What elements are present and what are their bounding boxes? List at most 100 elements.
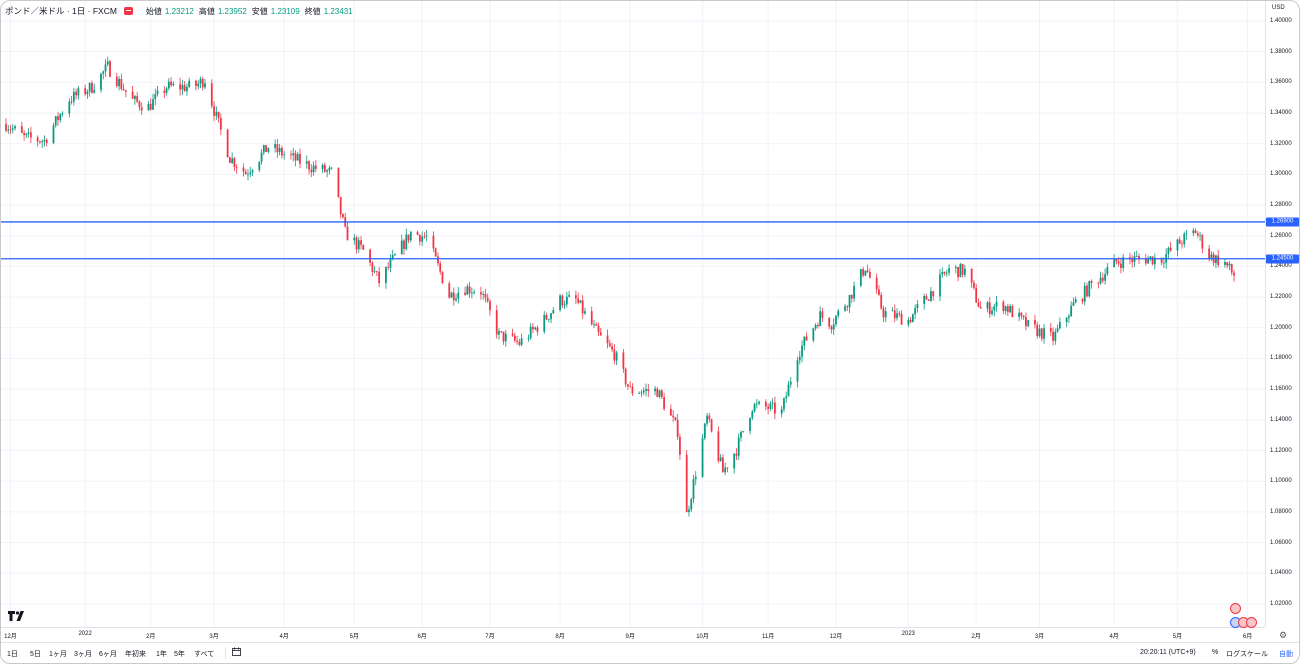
candle	[344, 212, 347, 228]
economic-event-icon[interactable]	[1246, 617, 1257, 628]
price-tick-label: 1.20000	[1270, 324, 1292, 331]
auto-scale-toggle[interactable]: 自動	[1279, 651, 1293, 658]
symbol-legend[interactable]: ポンド／米ドル · 1日 · FXCM 始値 1.23212 高値 1.23952 …	[5, 4, 353, 18]
candle	[658, 389, 661, 399]
horizontal-line-price-label[interactable]: 1.24500	[1266, 254, 1299, 264]
candle	[425, 229, 428, 242]
percent-scale-toggle[interactable]: %	[1212, 649, 1219, 656]
candle	[57, 112, 59, 126]
candle	[502, 331, 505, 345]
candle	[801, 340, 803, 363]
candle	[403, 238, 405, 255]
candle	[1201, 233, 1204, 254]
range-5y-button[interactable]: 5年	[174, 651, 185, 658]
candle	[484, 289, 487, 303]
candle	[14, 124, 16, 131]
candle	[878, 285, 880, 296]
candle	[371, 261, 374, 276]
currency-label[interactable]: USD	[1272, 5, 1285, 11]
price-tick-label: 1.24000	[1270, 263, 1292, 270]
candle	[672, 409, 675, 422]
candle	[258, 161, 261, 172]
log-scale-toggle[interactable]: ログスケール	[1226, 651, 1268, 658]
range-6m-button[interactable]: 6ヶ月	[99, 651, 117, 658]
candle	[441, 271, 444, 284]
candle	[977, 298, 980, 308]
candle	[758, 400, 760, 406]
candle	[599, 328, 602, 336]
candle	[911, 313, 914, 323]
candle	[527, 334, 530, 342]
time-tick-label: 4月	[279, 634, 289, 640]
candle	[925, 293, 928, 300]
candle	[299, 148, 301, 169]
horizontal-line-price-label[interactable]: 1.26900	[1266, 217, 1299, 227]
candle	[228, 156, 231, 163]
range-1m-button[interactable]: 1ヶ月	[49, 651, 67, 658]
economic-event-icon[interactable]	[1230, 603, 1241, 614]
candle	[1009, 303, 1012, 313]
time-axis[interactable]: 12月 2022 2月 3月 4月 5月 6月 7月 8月 9月 10月 11月 12月 2023 2月 3月…	[1, 627, 1265, 642]
candle	[703, 422, 706, 441]
candle	[516, 335, 519, 345]
price-tick-label: 1.22000	[1270, 294, 1292, 301]
candle	[136, 91, 139, 104]
candle	[118, 75, 120, 91]
candle	[138, 100, 141, 111]
candle	[1099, 271, 1102, 285]
candle	[104, 59, 107, 77]
range-1d-button[interactable]: 1日	[7, 651, 18, 658]
range-all-button[interactable]: すべて	[194, 651, 215, 658]
price-tick-label: 1.30000	[1270, 171, 1292, 178]
candle	[769, 400, 772, 412]
time-tick-label: 11月	[762, 634, 775, 640]
range-3m-button[interactable]: 3ヶ月	[74, 651, 92, 658]
candle	[742, 431, 745, 433]
candle	[973, 279, 975, 290]
candle	[733, 452, 736, 474]
candle	[54, 115, 57, 128]
candle	[373, 266, 376, 274]
candle	[400, 234, 403, 255]
clock-timezone[interactable]: 20:20:11 (UTC+9)	[1140, 649, 1196, 656]
candle	[432, 231, 435, 253]
candle	[389, 254, 392, 273]
range-1y-button[interactable]: 1年	[156, 651, 167, 658]
candle	[884, 307, 887, 323]
price-axis[interactable]: USD 1.40000 1.38000 1.36000 1.34000 1.32000 1…	[1265, 1, 1299, 627]
candle	[43, 135, 46, 147]
candle	[844, 303, 846, 312]
candle	[1122, 253, 1125, 272]
candle	[1101, 272, 1104, 284]
candle	[1027, 319, 1030, 328]
tradingview-logo-icon[interactable]	[7, 610, 27, 622]
candle	[812, 327, 815, 343]
candle	[52, 122, 55, 145]
symbol-title[interactable]: ポンド／米ドル · 1日 · FXCM	[5, 6, 117, 16]
go-to-date-calendar-icon[interactable]	[232, 647, 241, 656]
price-plot[interactable]	[1, 1, 1265, 627]
candle	[88, 82, 91, 97]
candle	[663, 392, 665, 411]
candle	[513, 332, 516, 343]
range-5d-button[interactable]: 5日	[30, 651, 41, 658]
candle	[498, 328, 500, 340]
settings-gear-icon[interactable]: ⚙	[1279, 630, 1288, 640]
candle	[134, 94, 136, 105]
candle	[247, 169, 249, 181]
candle	[156, 85, 159, 97]
candle	[893, 304, 896, 323]
range-ytd-button[interactable]: 年初来	[125, 651, 146, 658]
candle	[579, 300, 582, 304]
candle	[1144, 253, 1147, 266]
candle	[1065, 316, 1068, 328]
time-tick-label: 2023	[901, 631, 916, 637]
candle	[930, 287, 932, 303]
time-tick-label: 2月	[971, 634, 981, 640]
candle	[543, 311, 546, 335]
candle	[961, 263, 964, 278]
candle	[235, 164, 238, 174]
candle	[536, 325, 539, 336]
candle	[796, 356, 799, 388]
candle	[308, 159, 310, 175]
